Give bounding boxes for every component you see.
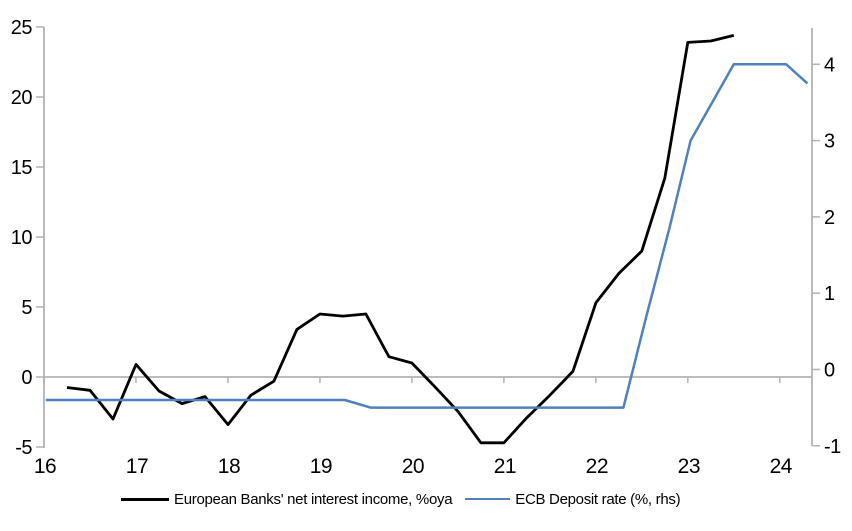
- chart-legend: European Banks' net interest income, %oy…: [121, 489, 681, 509]
- left-axis-tick-label: 20: [11, 87, 33, 109]
- x-axis-tick-label: 19: [310, 455, 332, 478]
- right-axis-tick-label: 1: [824, 283, 835, 305]
- x-axis-tick-label: 18: [218, 455, 240, 478]
- left-axis-tick-label: 10: [11, 227, 33, 249]
- left-axis-tick-label: 25: [11, 17, 33, 39]
- left-axis-tick-label: 15: [11, 157, 33, 179]
- x-axis-tick-label: 23: [678, 455, 700, 478]
- x-axis-tick-label: 21: [494, 455, 516, 478]
- x-axis-tick-label: 24: [770, 455, 793, 478]
- right-axis-tick-label: 0: [824, 360, 835, 382]
- x-axis-tick-label: 22: [586, 455, 608, 478]
- x-axis-tick-label: 20: [402, 455, 424, 478]
- series-line-ecb-deposit-rate: [45, 63, 809, 409]
- legend-line-sample-ecb-deposit-rate: [465, 497, 511, 501]
- left-axis-tick-label: -5: [15, 437, 32, 459]
- legend-label-ecb-deposit-rate: ECB Deposit rate (%, rhs): [515, 490, 681, 508]
- left-axis-tick-label: 0: [21, 367, 32, 389]
- right-axis-tick-label: 2: [824, 207, 835, 229]
- legend-label-net-interest-income: European Banks' net interest income, %oy…: [174, 490, 453, 508]
- x-axis-tick-label: 16: [34, 455, 56, 478]
- right-axis-tick-label: -1: [824, 436, 841, 458]
- legend-line-sample-net-interest-income: [121, 497, 169, 501]
- left-axis-tick-label: 5: [21, 297, 32, 319]
- series-line-net-interest-income: [66, 34, 735, 445]
- right-axis-tick-label: 4: [824, 54, 835, 76]
- right-axis-tick-label: 3: [824, 131, 835, 153]
- x-axis-tick-label: 17: [126, 455, 148, 478]
